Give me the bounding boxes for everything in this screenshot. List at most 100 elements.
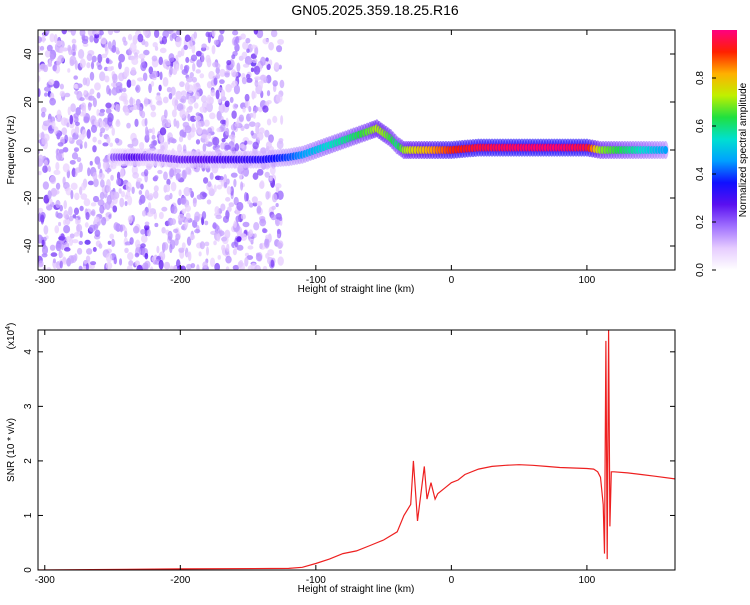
- spectrogram-noise-cell: [228, 202, 235, 208]
- spectrogram-noise-cell: [190, 262, 196, 269]
- spectrogram-x-label: Height of straight line (km): [298, 284, 415, 295]
- spectrogram-noise-cell: [103, 66, 109, 72]
- spectrogram-noise-cell: [226, 60, 232, 66]
- spectrogram-noise-cell: [42, 181, 49, 190]
- spectrogram-noise-cell: [53, 80, 60, 89]
- spectrogram-noise-cell: [135, 239, 141, 249]
- spectrogram-noise-cell: [38, 36, 42, 44]
- colorbar: 0.0 0.2 0.4 0.6 0.8 Normalized spectral ampl…: [695, 30, 749, 277]
- spectrogram-noise-cell: [224, 144, 231, 150]
- spectrogram-noise-cell: [46, 44, 53, 52]
- spectrogram-noise-cell: [49, 33, 55, 43]
- spectrogram-noise-cell: [122, 104, 128, 112]
- spectrogram-noise-cell: [248, 121, 256, 127]
- spectrogram-noise-cell: [226, 243, 230, 253]
- spectrogram-noise-cell: [252, 172, 259, 180]
- spectrogram-noise-cell: [170, 181, 177, 192]
- spectrogram-noise-cell: [236, 236, 242, 243]
- spectrogram-noise-cell: [240, 213, 246, 220]
- spectrogram-noise-cell: [163, 261, 171, 270]
- spectrogram-noise-cell: [108, 214, 112, 219]
- spectrogram-noise-cell: [104, 75, 110, 83]
- spectrogram-noise-cell: [238, 259, 244, 268]
- spectrogram-noise-cell: [105, 201, 111, 211]
- spectrogram-noise-cell: [270, 214, 277, 221]
- spectrogram-noise-cell: [69, 233, 75, 239]
- spectrogram-y-tick-label: 20: [23, 96, 34, 108]
- spectrogram-noise-cell: [175, 90, 182, 100]
- spectrogram-noise-cell: [41, 245, 49, 255]
- spectrogram-noise-cell: [265, 191, 270, 200]
- spectrogram-noise-cell: [180, 63, 184, 71]
- spectrogram-noise-cell: [110, 82, 118, 88]
- spectrogram-noise-cell: [199, 73, 205, 79]
- spectrogram-noise-cell: [183, 186, 191, 197]
- spectrogram-noise-cell: [118, 187, 122, 194]
- spectrogram-noise-cell: [143, 97, 149, 107]
- spectrogram-noise-cell: [170, 218, 177, 225]
- spectrogram-noise-cell: [143, 49, 150, 56]
- spectrogram-noise-cell: [247, 265, 254, 270]
- spectrogram-noise-cell: [194, 115, 202, 121]
- spectrogram-noise-cell: [195, 50, 202, 57]
- spectrogram-noise-cell: [169, 65, 173, 76]
- spectrogram-noise-cell: [223, 181, 228, 188]
- spectrogram-noise-cell: [185, 212, 191, 220]
- spectrogram-noise-cell: [275, 183, 282, 189]
- spectrogram-noise-cell: [102, 160, 110, 171]
- spectrogram-noise-cell: [249, 113, 254, 118]
- spectrogram-noise-cell: [161, 226, 166, 234]
- spectrogram-noise-cell: [124, 194, 129, 200]
- spectrogram-noise-cell: [64, 134, 69, 144]
- spectrogram-noise-cell: [86, 53, 93, 61]
- spectrogram-noise-cell: [69, 114, 74, 125]
- spectrogram-noise-cell: [220, 123, 226, 132]
- spectrogram-noise-cell: [266, 63, 271, 71]
- spectrogram-noise-cell: [85, 262, 89, 270]
- spectrogram-noise-cell: [56, 109, 62, 120]
- spectrogram-noise-cell: [210, 89, 216, 97]
- spectrogram-noise-cell: [151, 55, 158, 62]
- snr-y-tick-label: 3: [23, 403, 34, 409]
- spectrogram-noise-cell: [264, 171, 270, 178]
- spectrogram-noise-cell: [49, 175, 57, 185]
- snr-y-ticks: 0 1 2 3 4: [23, 349, 675, 573]
- spectrogram-noise-cell: [186, 76, 193, 83]
- spectrogram-noise-cell: [45, 30, 50, 35]
- spectrogram-noise-cell: [115, 178, 122, 186]
- spectrogram-noise-cell: [168, 53, 175, 63]
- spectrogram-noise-cell: [253, 91, 257, 99]
- spectrogram-noise-cell: [60, 240, 65, 251]
- spectrogram-noise-cell: [127, 143, 134, 148]
- spectrogram-noise-cell: [91, 55, 97, 63]
- spectrogram-noise-cell: [253, 233, 257, 238]
- spectrogram-noise-cell: [54, 225, 60, 234]
- spectrogram-noise-cell: [276, 140, 284, 150]
- spectrogram-noise-cell: [81, 38, 89, 44]
- spectrogram-noise-cell: [253, 30, 258, 35]
- spectrogram-y-tick-label: -20: [23, 190, 34, 205]
- spectrogram-noise-cell: [198, 251, 202, 257]
- spectrogram-noise-cell: [175, 172, 181, 181]
- spectrogram-noise-cell: [277, 242, 283, 249]
- spectrogram-noise-cell: [43, 86, 51, 92]
- spectrogram-noise-cell: [94, 229, 101, 238]
- spectrogram-noise-cell: [213, 240, 217, 246]
- snr-x-tick-label: -200: [170, 575, 190, 586]
- spectrogram-noise-cell: [256, 30, 264, 39]
- spectrogram-noise-cell: [49, 53, 55, 62]
- spectrogram-noise-cell: [49, 97, 56, 106]
- spectrogram-noise-cell: [171, 205, 178, 215]
- spectrogram-noise-cell: [84, 239, 91, 245]
- spectrogram-noise-cell: [99, 71, 106, 82]
- spectrogram-noise-cell: [269, 135, 273, 144]
- colorbar-label: Normalized spectral amplitude: [738, 82, 749, 217]
- spectrogram-noise-cell: [215, 73, 221, 79]
- spectrogram-noise-cell: [89, 35, 94, 43]
- spectrogram-noise-cell: [150, 111, 157, 118]
- spectrogram-noise-cell: [247, 245, 254, 250]
- spectrogram-noise-cell: [140, 110, 146, 119]
- spectrogram-noise-cell: [42, 33, 46, 43]
- spectrogram-y-label: Frequency (Hz): [6, 116, 17, 185]
